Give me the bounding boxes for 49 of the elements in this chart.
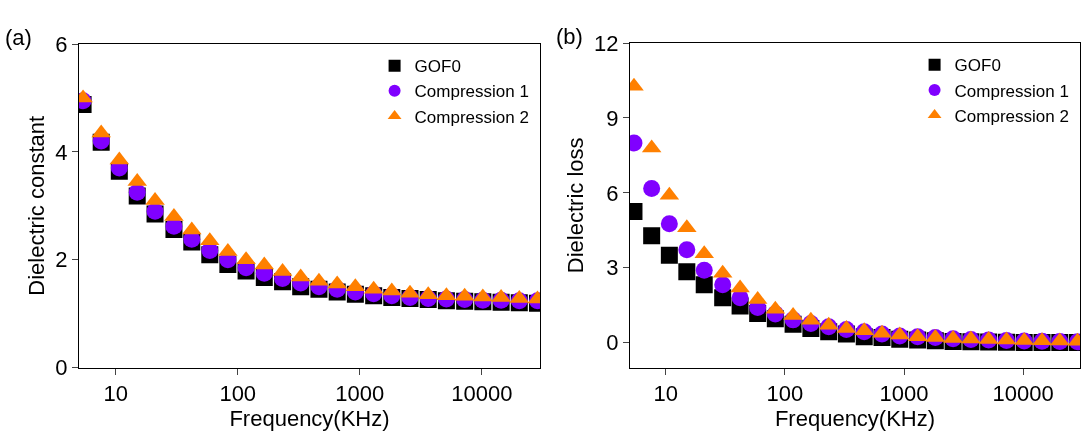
point <box>145 191 165 205</box>
legend-label: GOF0 <box>414 57 461 77</box>
text: (a) <box>5 25 32 50</box>
x-tick-label: 1000 <box>335 380 385 406</box>
x-tick-label: 10000 <box>992 380 1054 406</box>
point <box>695 276 713 294</box>
y-tick-label: 6 <box>55 31 68 57</box>
y-axis-title: Dielectric loss <box>562 137 588 274</box>
point <box>309 272 329 286</box>
legend-label: Compression 1 <box>414 82 529 102</box>
x-tick-label: 1000 <box>879 380 929 406</box>
y-tick-label: 4 <box>55 139 68 165</box>
y-tick-label: 2 <box>55 247 68 273</box>
point <box>678 241 696 259</box>
x-tick-label: 100 <box>766 380 804 406</box>
y-tick-label: 0 <box>606 330 619 356</box>
y-tick-label: 12 <box>594 30 619 56</box>
point <box>643 180 661 198</box>
point <box>714 276 732 294</box>
x-tick-label: 10000 <box>451 380 513 406</box>
point <box>1032 332 1052 346</box>
y-tick-label: 3 <box>606 255 619 281</box>
point <box>695 261 713 279</box>
y-tick-label: 0 <box>55 355 68 381</box>
x-tick-label: 10 <box>653 380 679 406</box>
point <box>660 215 678 233</box>
x-tick-label: 100 <box>219 380 257 406</box>
point <box>678 263 696 281</box>
x-axis-title: Frequency(KHz) <box>229 405 390 431</box>
point <box>730 279 750 293</box>
point <box>327 275 347 289</box>
legend-label: GOF0 <box>954 56 1001 76</box>
y-axis-title: Dielectric constant <box>24 115 50 296</box>
legend-label: Compression 2 <box>414 107 529 127</box>
point <box>128 183 146 201</box>
point <box>643 227 661 245</box>
point <box>91 124 111 138</box>
point <box>491 288 511 302</box>
x-tick-label: 10 <box>103 380 128 406</box>
y-tick-label: 6 <box>606 180 619 206</box>
x-axis-title: Frequency(KHz) <box>774 405 936 431</box>
legend-label: Compression 1 <box>954 81 1069 101</box>
text: (b) <box>556 24 583 49</box>
point <box>473 288 493 302</box>
y-tick-label: 9 <box>606 105 619 131</box>
legend-label: Compression 2 <box>954 106 1069 126</box>
point <box>677 219 697 233</box>
point <box>400 284 420 298</box>
point <box>660 246 678 264</box>
